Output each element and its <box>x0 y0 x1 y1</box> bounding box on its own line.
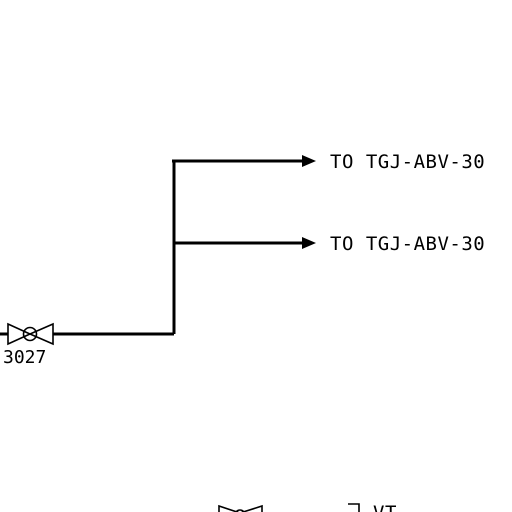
valve-tag-label: 3027 <box>3 347 46 368</box>
valve-partial-icon <box>218 504 263 512</box>
destination-label-lower: TO TGJ-ABV-30 <box>330 233 485 255</box>
flow-arrow-upper-icon <box>302 155 316 167</box>
partial-label: VT <box>373 502 397 512</box>
gate-valve-icon <box>0 322 54 346</box>
flow-arrow-lower-icon <box>302 237 316 249</box>
partial-connector-line <box>348 503 360 512</box>
destination-label-upper: TO TGJ-ABV-30 <box>330 151 485 173</box>
